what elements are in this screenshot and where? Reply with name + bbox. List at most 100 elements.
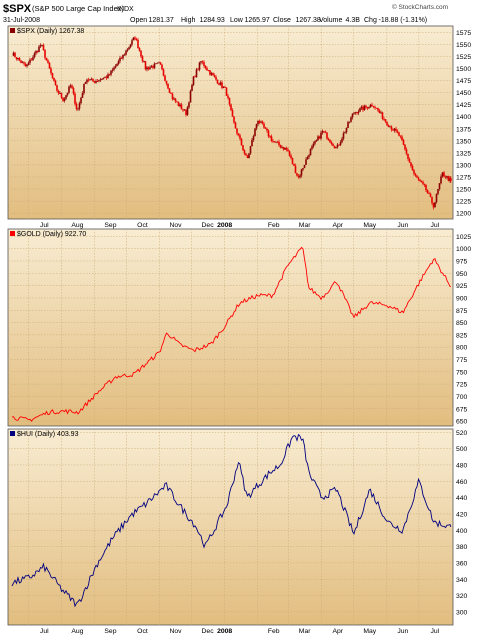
xtick-label: Feb bbox=[268, 628, 280, 635]
spx-candle-body bbox=[197, 69, 199, 71]
xtick-label: Sep bbox=[104, 222, 116, 229]
spx-candle-body bbox=[120, 57, 123, 59]
spx-candle-body bbox=[156, 62, 159, 64]
spx-candle-body bbox=[266, 128, 268, 131]
spx-candle-body bbox=[90, 78, 93, 80]
spx-candle-body bbox=[374, 106, 376, 108]
spx-candle-body bbox=[440, 176, 442, 184]
spx-candle-body bbox=[410, 162, 412, 167]
spx-candle-body bbox=[248, 153, 250, 159]
spx-candle-body bbox=[167, 83, 169, 89]
spx-candle-body bbox=[282, 147, 285, 150]
spx-ytick-label: 1325 bbox=[456, 150, 471, 157]
spx-candle-body bbox=[23, 62, 25, 64]
spx-candle-body bbox=[125, 50, 127, 55]
spx-candle-body bbox=[41, 45, 43, 46]
spx-candle-body bbox=[30, 59, 33, 61]
spx-candle-body bbox=[320, 132, 322, 139]
gold-legend-label: $GOLD (Daily) 922.70 bbox=[17, 231, 86, 238]
spx-candle-body bbox=[191, 85, 193, 91]
spx-candle-body bbox=[242, 145, 244, 151]
spx-candle-body bbox=[149, 67, 151, 70]
spx-candle-body bbox=[323, 131, 325, 132]
xtick-label: Jun bbox=[397, 628, 408, 635]
spx-candle-body bbox=[195, 69, 198, 78]
stat-value-chg: -18.88 (-1.31%) bbox=[379, 17, 428, 24]
spx-candle-body bbox=[180, 104, 183, 110]
spx-candle-body bbox=[168, 88, 171, 93]
gold-series-line bbox=[11, 246, 451, 422]
spx-candle-body bbox=[296, 173, 298, 176]
spx-candle-body bbox=[447, 176, 450, 181]
spx-candle-body bbox=[161, 64, 163, 70]
spx-candle-body bbox=[318, 136, 321, 139]
spx-candle-body bbox=[368, 107, 370, 109]
spx-candle-body bbox=[147, 67, 150, 70]
spx-candle-body bbox=[36, 51, 39, 52]
spx-candle-body bbox=[231, 110, 234, 117]
spx-candle-body bbox=[20, 60, 22, 63]
gold-legend: $GOLD (Daily) 922.70 bbox=[10, 231, 86, 238]
spx-candle-body bbox=[443, 172, 445, 177]
spx-candle-body bbox=[372, 106, 375, 107]
spx-candle-body bbox=[98, 80, 100, 82]
spx-candle-body bbox=[294, 165, 297, 174]
spx-candle-body bbox=[336, 144, 339, 148]
spx-ytick-label: 1375 bbox=[456, 126, 471, 133]
spx-candle-body bbox=[419, 179, 421, 181]
spx-candle-body bbox=[411, 166, 414, 171]
spx-candle-body bbox=[74, 93, 76, 104]
spx-candle-body bbox=[362, 106, 364, 111]
spx-candle-body bbox=[434, 202, 436, 208]
spx-candle-body bbox=[413, 170, 415, 174]
spx-candle-body bbox=[366, 107, 369, 109]
gold-ytick-label: 850 bbox=[456, 320, 468, 327]
spx-candle-body bbox=[50, 68, 52, 74]
spx-candle-body bbox=[261, 121, 264, 124]
xtick-label: Aug bbox=[71, 222, 83, 229]
gold-ytick-label: 1025 bbox=[456, 234, 471, 241]
spx-candle-body bbox=[158, 62, 160, 64]
spx-panel: 1200 1225 1250 1275 1300 1325 1350 1375 1400 1425… bbox=[7, 25, 471, 229]
spx-candle-body bbox=[62, 97, 64, 101]
spx-candle-body bbox=[255, 124, 258, 129]
gold-plot-area bbox=[7, 228, 454, 427]
spx-candle-body bbox=[416, 175, 418, 178]
spx-candle-body bbox=[347, 122, 349, 128]
spx-candle-body bbox=[143, 61, 145, 62]
spx-candle-body bbox=[233, 116, 235, 123]
xtick-label: 2008 bbox=[217, 628, 232, 635]
spx-candle-body bbox=[395, 128, 397, 131]
spx-candle-body bbox=[392, 129, 394, 131]
spx-candle-body bbox=[450, 178, 452, 181]
spx-candle-body bbox=[258, 120, 261, 123]
spx-candle-body bbox=[140, 50, 142, 57]
gold-ytick-label: 750 bbox=[456, 369, 468, 376]
xtick-label: 2008 bbox=[217, 222, 232, 229]
spx-candle-body bbox=[267, 130, 270, 137]
xtick-label: Jul bbox=[40, 628, 49, 635]
xtick-label: Sep bbox=[104, 628, 116, 635]
stat-label-volume: Volume bbox=[319, 17, 342, 24]
spx-candle-body bbox=[423, 183, 426, 185]
spx-candle-body bbox=[429, 193, 432, 197]
gold-ytick-label: 875 bbox=[456, 308, 468, 315]
spx-candle-body bbox=[383, 118, 385, 120]
spx-candle-body bbox=[354, 112, 357, 113]
spx-candle-body bbox=[146, 67, 148, 70]
spx-candle-body bbox=[270, 136, 273, 141]
hui-ytick-label: 320 bbox=[456, 593, 468, 600]
spx-candle-body bbox=[365, 105, 367, 108]
stat-value-open: 1281.37 bbox=[149, 17, 174, 24]
spx-candle-body bbox=[153, 63, 156, 68]
xtick-label: Nov bbox=[169, 628, 182, 635]
spx-candle-body bbox=[417, 177, 420, 180]
spx-candle-body bbox=[335, 147, 337, 149]
spx-candle-body bbox=[18, 58, 21, 61]
spx-candle-body bbox=[99, 79, 102, 81]
gold-ytick-label: 825 bbox=[456, 332, 468, 339]
hui-legend: $HUI (Daily) 403.93 bbox=[10, 431, 79, 438]
spx-candle-body bbox=[257, 120, 259, 125]
spx-candle-body bbox=[221, 82, 223, 88]
spx-candle-body bbox=[380, 112, 382, 114]
